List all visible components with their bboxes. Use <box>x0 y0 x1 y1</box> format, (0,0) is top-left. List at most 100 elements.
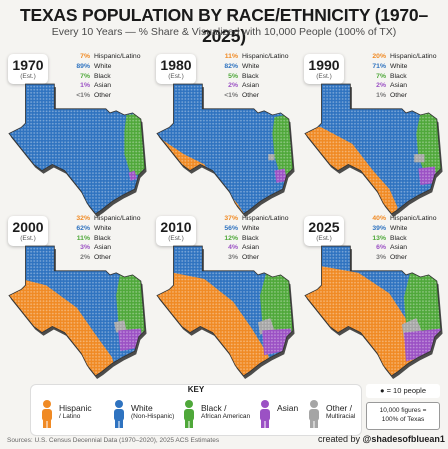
legend-row-hispanic: 37% Hispanic/Latino <box>222 214 302 224</box>
legend-pct: 2% <box>228 82 238 90</box>
year-label: 1970 <box>12 57 44 73</box>
year-box: 1970 (Est.) <box>8 54 48 84</box>
legend-row-other: 1% Other <box>370 91 448 101</box>
est-label: (Est.) <box>316 235 332 242</box>
legend-pct: 7% <box>80 53 90 60</box>
texas-map <box>156 83 295 217</box>
key-title: KEY <box>187 385 205 394</box>
legend-label: Asian <box>242 244 260 252</box>
legend-label: Hispanic/Latino <box>94 215 141 222</box>
person-icon <box>42 400 52 428</box>
legend-label: Other <box>242 254 259 262</box>
figures-note: 10,000 figures = 100% of Texas <box>366 402 440 430</box>
scale-box: ● = 10 people 10,000 figures = 100% of T… <box>366 384 440 434</box>
person-icon <box>309 400 319 428</box>
legend-pct: 2% <box>80 254 90 262</box>
legend-pct: 11% <box>224 53 238 60</box>
legend-pct: 56% <box>224 224 238 232</box>
legend-label: Black <box>242 234 259 242</box>
legend-label: Hispanic/Latino <box>242 53 289 60</box>
person-icon: ● <box>379 386 385 395</box>
legend-pct: 1% <box>376 92 386 100</box>
legend-label: White <box>390 224 408 232</box>
est-label: (Est.) <box>20 73 36 80</box>
legend-row-asian: 2% Asian <box>370 81 448 91</box>
key-label: Asian <box>277 403 299 413</box>
legend-row-black: 11% Black <box>74 234 154 244</box>
legend-label: Other <box>390 92 407 100</box>
legend-label: Other <box>390 254 407 262</box>
key-label: Hispanic / Latino <box>59 403 92 420</box>
panel-legend: 7% Hispanic/Latino 89% White 7% Black 1% Asian <… <box>74 52 154 101</box>
panel-1970: 1970 (Est.) 7% Hispanic/Latino 89% White 7% Bla… <box>4 50 150 222</box>
panel-2010: 2010 (Est.) 37% Hispanic/Latino 56% White 12% B… <box>152 212 298 384</box>
legend-label: Other <box>242 92 259 100</box>
legend-row-black: 13% Black <box>370 234 448 244</box>
panel-1990: 1990 (Est.) 20% Hispanic/Latino 71% White 7% Bl… <box>300 50 446 222</box>
key-label: Black / African American <box>201 403 251 420</box>
est-label: (Est.) <box>168 235 184 242</box>
year-label: 2025 <box>308 219 340 235</box>
page-title: TEXAS POPULATION BY RACE/ETHNICITY (1970… <box>20 5 428 46</box>
legend-row-asian: 2% Asian <box>222 81 302 91</box>
texas-map <box>304 83 443 217</box>
legend-label: Black <box>94 72 111 80</box>
legend-label: Black <box>390 72 407 80</box>
legend-row-asian: 3% Asian <box>74 243 154 253</box>
legend-row-white: 62% White <box>74 224 154 234</box>
source-note: Sources: U.S. Census Decennial Data (197… <box>7 437 220 444</box>
person-icon <box>114 400 124 428</box>
legend-pct: <1% <box>76 92 90 100</box>
legend-label: Other <box>94 254 111 262</box>
legend-pct: 37% <box>224 215 238 222</box>
legend-row-asian: 1% Asian <box>74 81 154 91</box>
est-label: (Est.) <box>20 235 36 242</box>
legend-pct: 2% <box>376 82 386 90</box>
year-box: 2000 (Est.) <box>8 216 48 246</box>
legend-row-black: 5% Black <box>222 72 302 82</box>
legend-row-hispanic: 40% Hispanic/Latino <box>370 214 448 224</box>
legend-pct: 71% <box>372 62 386 70</box>
legend-row-asian: 4% Asian <box>222 243 302 253</box>
legend-row-asian: 6% Asian <box>370 243 448 253</box>
panel-legend: 37% Hispanic/Latino 56% White 12% Black 4% Asia… <box>222 214 302 263</box>
year-box: 2025 (Est.) <box>304 216 344 246</box>
legend-row-other: 3% Other <box>222 253 302 263</box>
year-box: 1980 (Est.) <box>156 54 196 84</box>
credit: created by @shadesofbluean1 <box>318 434 445 444</box>
texas-map <box>156 245 295 379</box>
year-label: 1990 <box>308 57 340 73</box>
legend-row-black: 12% Black <box>222 234 302 244</box>
est-label: (Est.) <box>168 73 184 80</box>
legend-pct: 82% <box>224 62 238 70</box>
legend-label: Hispanic/Latino <box>390 53 437 60</box>
legend-pct: 7% <box>80 72 90 80</box>
legend-row-hispanic: 7% Hispanic/Latino <box>74 52 154 62</box>
legend-pct: 12% <box>224 234 238 242</box>
legend-row-white: 82% White <box>222 62 302 72</box>
legend-label: Black <box>390 234 407 242</box>
panel-2000: 2000 (Est.) 32% Hispanic/Latino 62% White 11% B… <box>4 212 150 384</box>
panel-legend: 32% Hispanic/Latino 62% White 11% Black 3% Asia… <box>74 214 154 263</box>
legend-pct: 3% <box>376 254 386 262</box>
legend-row-black: 7% Black <box>370 72 448 82</box>
legend-label: Other <box>94 92 111 100</box>
legend-row-other: <1% Other <box>74 91 154 101</box>
legend-row-white: 56% White <box>222 224 302 234</box>
page-subtitle: Every 10 Years — % Share & Visualized wi… <box>51 26 397 38</box>
scale-note: ● = 10 people <box>366 384 440 398</box>
panel-legend: 20% Hispanic/Latino 71% White 7% Black 2% Asian… <box>370 52 448 101</box>
legend-pct: 62% <box>76 224 90 232</box>
est-label: (Est.) <box>316 73 332 80</box>
legend-pct: 7% <box>376 72 386 80</box>
key-label: White (Non-Hispanic) <box>131 403 175 420</box>
legend-row-white: 89% White <box>74 62 154 72</box>
year-label: 2000 <box>12 219 44 235</box>
legend-row-other: <1% Other <box>222 91 302 101</box>
legend-label: Hispanic/Latino <box>390 215 437 222</box>
legend-pct: 89% <box>76 62 90 70</box>
key-box: KEY Hispanic / Latino White (Non-Hispanic) B… <box>30 384 362 436</box>
legend-label: Hispanic/Latino <box>242 215 289 222</box>
year-label: 2010 <box>160 219 192 235</box>
legend-row-black: 7% Black <box>74 72 154 82</box>
